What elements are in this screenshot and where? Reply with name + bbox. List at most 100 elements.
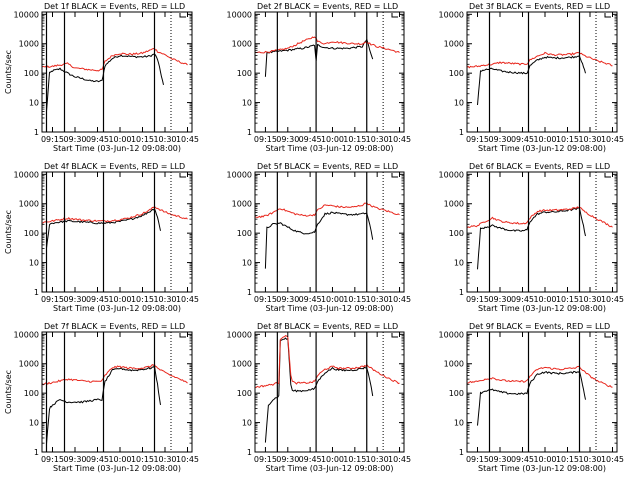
chart-panel-1: Det 1f BLACK = Events, RED = LLD 1 10 100 10…: [4, 2, 199, 153]
lld-series-line: [466, 206, 613, 229]
events-series-line: [477, 55, 586, 106]
x-tick-label: 10:00: [108, 135, 131, 144]
x-tick-label: 10:30: [366, 455, 389, 464]
x-tick-label: 09:30: [488, 135, 511, 144]
y-tick-label: 1: [247, 128, 252, 137]
events-series-line: [46, 53, 164, 112]
y-tick-label: 1: [34, 288, 39, 297]
x-tick-label: 09:15: [254, 455, 277, 464]
y-tick-label: 1: [34, 128, 39, 137]
x-tick-label: 10:00: [108, 295, 131, 304]
plot-frame: [466, 11, 618, 133]
chart-title: Det 5f BLACK = Events, RED = LLD: [257, 162, 398, 171]
events-series-line: [264, 337, 374, 443]
x-tick-label: 10:15: [556, 455, 579, 464]
y-tick-label: 1000: [19, 360, 39, 369]
plot-frame: [254, 11, 405, 133]
plot-frame: [466, 171, 618, 293]
x-tick-label: 09:45: [299, 455, 322, 464]
y-tick-label: 100: [24, 229, 39, 238]
x-tick-label: 09:30: [63, 135, 86, 144]
x-tick-label: 10:45: [176, 295, 199, 304]
y-tick-label: 100: [237, 229, 252, 238]
x-tick-label: 10:45: [388, 295, 411, 304]
chart-title: Det 2f BLACK = Events, RED = LLD: [257, 2, 398, 11]
legend-marker: [391, 13, 398, 18]
x-tick-label: 10:00: [533, 135, 556, 144]
y-tick-label: 10000: [14, 170, 39, 179]
y-tick-label: 10: [29, 259, 39, 268]
x-tick-label: 09:45: [299, 295, 322, 304]
lld-series-line: [41, 363, 188, 386]
legend-marker: [391, 333, 398, 338]
lld-series-line: [254, 202, 400, 219]
y-tick-label: 100: [237, 389, 252, 398]
x-axis-label: Start Time (03-Jun-12 09:08:00): [478, 144, 606, 153]
plot-frame: [41, 11, 193, 133]
x-tick-label: 09:15: [254, 135, 277, 144]
x-tick-label: 10:00: [533, 455, 556, 464]
y-tick-label: 1: [247, 288, 252, 297]
chart-panel-9: Det 9f BLACK = Events, RED = LLD 1 10 100 10…: [439, 322, 624, 473]
plot-frame: [254, 331, 405, 453]
y-tick-label: 10: [29, 99, 39, 108]
y-tick-label: 1000: [19, 40, 39, 49]
x-tick-label: 10:45: [388, 455, 411, 464]
y-tick-label: 10000: [439, 170, 464, 179]
x-tick-label: 09:15: [466, 135, 489, 144]
legend-marker: [391, 173, 398, 178]
chart-title: Det 8f BLACK = Events, RED = LLD: [257, 322, 398, 331]
x-tick-label: 10:00: [533, 295, 556, 304]
x-tick-label: 10:30: [578, 455, 601, 464]
y-tick-label: 100: [449, 69, 464, 78]
x-tick-label: 10:00: [321, 455, 344, 464]
x-tick-label: 09:15: [41, 135, 64, 144]
chart-title: Det 3f BLACK = Events, RED = LLD: [469, 2, 610, 11]
x-tick-label: 10:45: [388, 135, 411, 144]
x-tick-label: 09:45: [299, 135, 322, 144]
y-tick-label: 1: [459, 128, 464, 137]
y-tick-label: 1: [34, 448, 39, 457]
x-tick-label: 10:15: [343, 135, 366, 144]
x-tick-label: 09:45: [511, 135, 534, 144]
y-tick-label: 100: [24, 389, 39, 398]
x-tick-label: 10:15: [131, 135, 154, 144]
chart-title: Det 4f BLACK = Events, RED = LLD: [44, 162, 185, 171]
legend-marker: [604, 333, 611, 338]
y-tick-label: 10000: [14, 10, 39, 19]
chart-panel-4: Det 4f BLACK = Events, RED = LLD 1 10 100 10…: [4, 162, 199, 313]
x-tick-label: 10:45: [176, 455, 199, 464]
y-tick-label: 1000: [444, 40, 464, 49]
x-tick-label: 10:30: [153, 455, 176, 464]
x-tick-label: 10:15: [343, 455, 366, 464]
x-tick-label: 09:30: [276, 455, 299, 464]
x-tick-label: 10:15: [131, 295, 154, 304]
y-tick-label: 10: [242, 99, 252, 108]
y-tick-label: 10000: [14, 330, 39, 339]
y-tick-label: 1000: [19, 200, 39, 209]
plot-frame: [41, 331, 193, 453]
x-tick-label: 09:15: [466, 455, 489, 464]
x-tick-label: 10:15: [131, 455, 154, 464]
y-tick-label: 10000: [227, 330, 252, 339]
plot-frame: [254, 171, 405, 293]
chart-panel-5: Det 5f BLACK = Events, RED = LLD 1 10 100 10…: [227, 162, 412, 313]
x-tick-label: 09:30: [63, 455, 86, 464]
x-axis-label: Start Time (03-Jun-12 09:08:00): [53, 144, 181, 153]
x-tick-label: 09:45: [86, 295, 109, 304]
lld-series-line: [254, 335, 400, 388]
y-tick-label: 10: [454, 99, 464, 108]
x-tick-label: 09:15: [41, 295, 64, 304]
x-tick-label: 09:45: [86, 135, 109, 144]
chart-title: Det 7f BLACK = Events, RED = LLD: [44, 322, 185, 331]
x-tick-label: 09:30: [276, 295, 299, 304]
legend-marker: [179, 333, 186, 338]
x-axis-label: Start Time (03-Jun-12 09:08:00): [53, 304, 181, 313]
y-tick-label: 1000: [444, 200, 464, 209]
x-tick-label: 09:45: [86, 455, 109, 464]
lld-series-line: [466, 365, 613, 388]
lld-series-line: [254, 36, 400, 54]
x-tick-label: 09:30: [63, 295, 86, 304]
x-tick-label: 09:30: [488, 295, 511, 304]
